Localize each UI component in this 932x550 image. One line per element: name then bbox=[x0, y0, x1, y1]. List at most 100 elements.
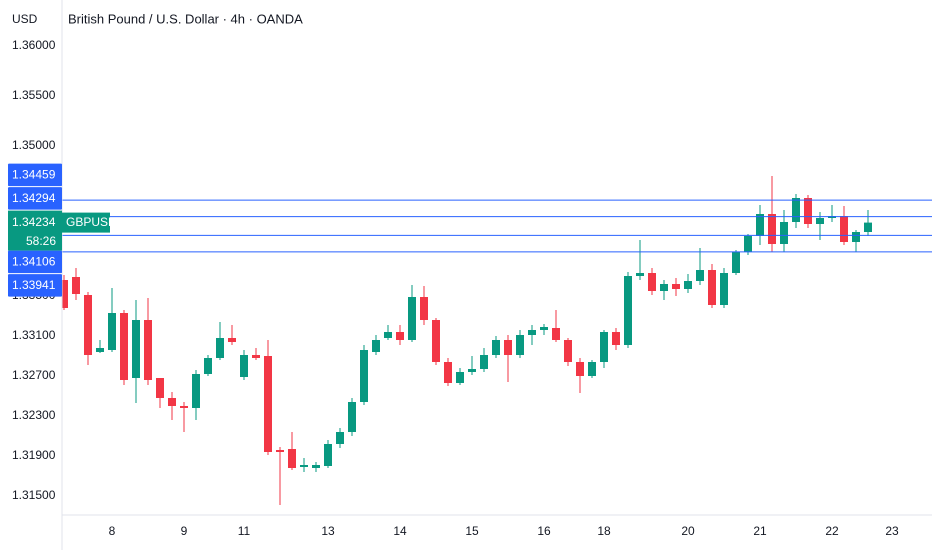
candle-body bbox=[600, 332, 608, 362]
candle-body bbox=[288, 449, 296, 468]
candle-body bbox=[768, 214, 776, 244]
candle-body bbox=[84, 295, 92, 355]
candle-body bbox=[516, 335, 524, 355]
candle-body bbox=[816, 218, 824, 224]
candle-body bbox=[756, 214, 764, 236]
level-label-box bbox=[8, 163, 62, 187]
y-tick-label: 1.31900 bbox=[12, 448, 56, 462]
price-labels: 1.34234 58:26 GBPUSD 1.34294 1.34459 1.34106 1… bbox=[8, 163, 117, 297]
x-tick-label: 22 bbox=[825, 524, 839, 538]
candle-body bbox=[204, 358, 212, 374]
candle-body bbox=[216, 338, 224, 358]
y-tick-label: 1.32700 bbox=[12, 368, 56, 382]
countdown: 58:26 bbox=[26, 234, 56, 248]
x-tick-label: 15 bbox=[465, 524, 479, 538]
candle-body bbox=[612, 332, 620, 345]
candle-body bbox=[744, 236, 752, 252]
candle-body bbox=[62, 280, 68, 308]
candle-body bbox=[300, 465, 308, 467]
x-tick-label: 16 bbox=[537, 524, 551, 538]
y-tick-label: 1.35500 bbox=[12, 88, 56, 102]
level-label: 1.34459 bbox=[12, 168, 56, 182]
candle-body bbox=[780, 222, 788, 244]
candle-body bbox=[144, 320, 152, 380]
candle-body bbox=[336, 432, 344, 444]
candle-body bbox=[708, 270, 716, 305]
candle-body bbox=[72, 277, 80, 294]
candle-body bbox=[108, 313, 116, 350]
candle-body bbox=[840, 216, 848, 242]
candle-body bbox=[456, 372, 464, 383]
candle-body bbox=[420, 297, 428, 320]
candle-body bbox=[444, 362, 452, 383]
candle-body bbox=[372, 340, 380, 352]
chart-title: British Pound / U.S. Dollar · 4h · OANDA bbox=[68, 11, 303, 26]
candle-body bbox=[240, 355, 248, 377]
candle-body bbox=[576, 362, 584, 376]
candle-body bbox=[120, 313, 128, 380]
candle-body bbox=[468, 369, 476, 372]
candle-body bbox=[540, 327, 548, 330]
candle-body bbox=[408, 297, 416, 340]
candle-body bbox=[852, 232, 860, 242]
x-tick-label: 14 bbox=[393, 524, 407, 538]
candle-body bbox=[720, 273, 728, 305]
symbol-label: GBPUSD bbox=[66, 215, 117, 229]
candle-body bbox=[732, 252, 740, 273]
candle-body bbox=[624, 276, 632, 345]
candle-body bbox=[132, 320, 140, 378]
x-tick-label: 13 bbox=[321, 524, 335, 538]
candle-body bbox=[360, 350, 368, 402]
candle-body bbox=[684, 281, 692, 289]
x-tick-label: 8 bbox=[109, 524, 116, 538]
candle-body bbox=[564, 340, 572, 362]
candle-body bbox=[264, 356, 272, 452]
candle-body bbox=[228, 338, 236, 342]
currency: USD bbox=[12, 12, 38, 26]
level-label: 1.34294 bbox=[12, 191, 56, 205]
x-tick-label: 11 bbox=[238, 524, 251, 538]
y-tick-label: 1.31500 bbox=[12, 488, 56, 502]
x-tick-label: 20 bbox=[681, 524, 695, 538]
y-tick-label: 1.33100 bbox=[12, 328, 56, 342]
candle-body bbox=[804, 198, 812, 224]
candle-body bbox=[252, 355, 260, 358]
last-price-label: 1.34234 bbox=[12, 215, 56, 229]
symbol-tag bbox=[62, 212, 110, 233]
candle-body bbox=[480, 355, 488, 369]
candle-body bbox=[192, 374, 200, 408]
level-label: 1.34106 bbox=[12, 255, 56, 269]
candle-body bbox=[312, 465, 320, 468]
x-tick-label: 18 bbox=[597, 524, 611, 538]
x-tick-label: 23 bbox=[885, 524, 899, 538]
candle-body bbox=[864, 222, 872, 232]
candle-body bbox=[156, 378, 164, 398]
candle-body bbox=[504, 340, 512, 355]
candle-body bbox=[648, 273, 656, 291]
candle-body bbox=[348, 402, 356, 432]
candle-body bbox=[324, 444, 332, 466]
candle-body bbox=[180, 406, 188, 408]
y-tick-label: 1.36000 bbox=[12, 38, 56, 52]
candle-body bbox=[696, 270, 704, 281]
candle-body bbox=[792, 198, 800, 222]
candle-body bbox=[588, 362, 596, 376]
candle-body bbox=[384, 332, 392, 338]
plot-area bbox=[62, 176, 932, 505]
last-price-box bbox=[8, 210, 62, 251]
candle-body bbox=[396, 332, 404, 340]
candle-body bbox=[492, 340, 500, 355]
candle-body bbox=[168, 398, 176, 406]
y-tick-label: 1.32300 bbox=[12, 408, 56, 422]
candle-body bbox=[672, 284, 680, 289]
candle-body bbox=[636, 273, 644, 276]
candle-body bbox=[528, 330, 536, 335]
x-tick-label: 21 bbox=[753, 524, 767, 538]
x-tick-label: 9 bbox=[181, 524, 188, 538]
axes: 1.360001.355001.350001.335001.331001.327… bbox=[12, 38, 899, 538]
level-label-box bbox=[8, 187, 62, 210]
level-label-box bbox=[8, 250, 62, 274]
candle-body bbox=[96, 348, 104, 352]
